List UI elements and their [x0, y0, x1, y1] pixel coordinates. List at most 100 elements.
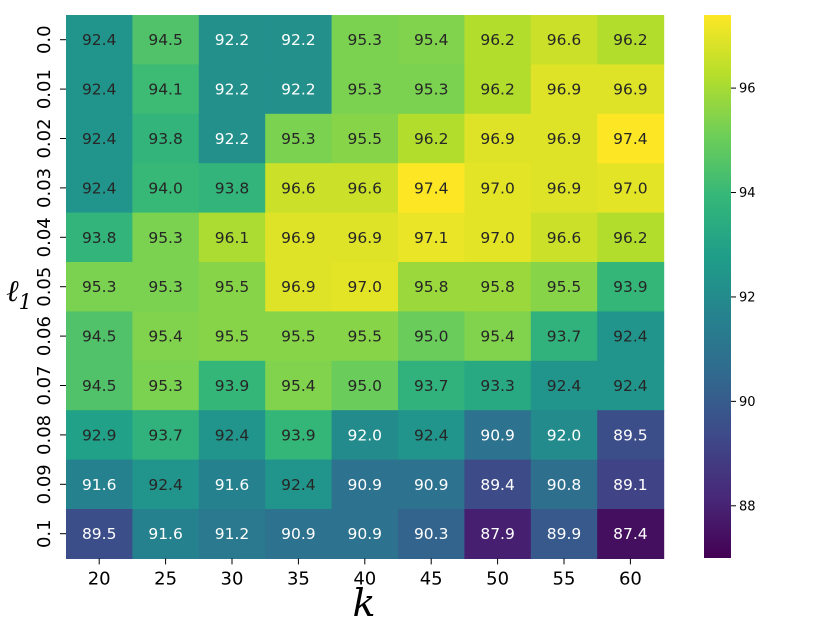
y-tick-label: 0.08: [34, 415, 55, 455]
y-axis-ticks: 0.0 0.01 0.02 0.03 0.04 0.05 0.06 0.07 0.08 0.09 0…: [34, 25, 66, 548]
cell-value-label: 91.6: [148, 525, 183, 543]
heatmap-cell: [265, 311, 333, 362]
heatmap-cell: [198, 459, 266, 510]
cell-value-label: 97.0: [480, 229, 515, 247]
cell-value-label: 92.4: [613, 377, 648, 395]
heatmap-cell: [265, 15, 333, 65]
heatmap-cell: [331, 262, 399, 312]
cell-value-label: 95.0: [348, 377, 383, 395]
y-tick-label: 0.07: [34, 365, 55, 405]
heatmap-cell: [530, 360, 598, 411]
cell-value-label: 97.0: [480, 179, 515, 197]
cell-value-label: 96.9: [613, 81, 648, 99]
heatmap-cell: [597, 360, 665, 411]
y-tick-label: 0.01: [34, 69, 55, 109]
cell-value-label: 97.1: [414, 229, 449, 247]
heatmap-cell: [331, 311, 399, 362]
x-tick-label: 55: [553, 568, 576, 589]
heatmap-cell: [464, 262, 532, 312]
cell-value-label: 92.4: [82, 179, 117, 197]
cell-value-label: 95.3: [348, 31, 383, 49]
heatmap-cell: [198, 15, 266, 65]
cell-value-label: 90.9: [281, 525, 316, 543]
cell-value-label: 96.2: [613, 229, 648, 247]
heatmap-cell: [198, 360, 266, 411]
heatmap-cell: [597, 212, 665, 263]
heatmap-cell: [597, 15, 665, 65]
heatmap-cell: [464, 360, 532, 411]
cell-value-label: 95.4: [281, 377, 316, 395]
heatmap-cell: [66, 212, 133, 263]
cell-value-label: 96.9: [547, 179, 582, 197]
cell-value-label: 90.3: [414, 525, 449, 543]
heatmap-cell: [398, 410, 465, 461]
heatmap-cell: [464, 509, 532, 559]
y-tick-label: 0.06: [34, 316, 55, 356]
y-tick-label: 0.02: [34, 118, 55, 158]
cell-value-label: 93.8: [215, 179, 250, 197]
colorbar-ticks: 88 90 92 94 96: [731, 82, 756, 514]
cell-value-label: 94.5: [148, 31, 183, 49]
cell-value-label: 89.9: [547, 525, 582, 543]
cell-value-label: 87.4: [613, 525, 648, 543]
heatmap-cell: [198, 311, 266, 362]
cell-value-label: 92.4: [82, 130, 117, 148]
cell-value-label: 95.3: [348, 81, 383, 99]
cell-value-label: 90.8: [547, 476, 582, 494]
heatmap-cell: [265, 163, 333, 214]
heatmap-cell: [198, 262, 266, 312]
cell-value-label: 95.0: [414, 328, 449, 346]
heatmap-cell: [66, 113, 133, 164]
heatmap-cell: [198, 163, 266, 214]
cell-value-label: 92.4: [281, 476, 316, 494]
heatmap-cell: [331, 410, 399, 461]
heatmap-cell: [464, 311, 532, 362]
cell-value-label: 91.2: [215, 525, 250, 543]
cell-value-label: 94.5: [82, 377, 117, 395]
colorbar: [704, 15, 731, 558]
cell-value-label: 96.2: [480, 31, 515, 49]
cell-value-label: 96.9: [281, 278, 316, 296]
y-axis-label-symbol: ℓ: [6, 274, 19, 309]
x-tick-label: 35: [287, 568, 310, 589]
heatmap-cell: [597, 64, 665, 115]
cell-value-label: 95.5: [281, 328, 316, 346]
heatmap-cell: [464, 64, 532, 115]
heatmap-cell: [132, 509, 200, 559]
cell-value-label: 92.2: [215, 31, 250, 49]
heatmap-cell: [398, 163, 465, 214]
cell-value-label: 95.4: [148, 328, 183, 346]
colorbar-tick-label: 96: [739, 82, 756, 97]
cell-value-label: 95.3: [82, 278, 117, 296]
cell-value-label: 96.9: [547, 130, 582, 148]
cell-value-label: 96.2: [613, 31, 648, 49]
heatmap-cell: [398, 459, 465, 510]
heatmap-cell: [398, 311, 465, 362]
heatmap-cell: [265, 459, 333, 510]
cell-value-label: 93.7: [547, 328, 582, 346]
heatmap-cell: [265, 509, 333, 559]
heatmap-cell: [530, 64, 598, 115]
cell-value-label: 91.6: [82, 476, 117, 494]
cell-value-label: 92.4: [547, 377, 582, 395]
heatmap-cell: [464, 163, 532, 214]
cell-value-label: 93.8: [148, 130, 183, 148]
heatmap-cell: [331, 163, 399, 214]
cell-value-label: 95.5: [348, 328, 383, 346]
cell-value-label: 92.2: [215, 81, 250, 99]
heatmap-cell: [66, 262, 133, 312]
cell-value-label: 95.5: [215, 328, 250, 346]
heatmap-cell: [597, 459, 665, 510]
heatmap-cell: [398, 212, 465, 263]
heatmap-cell: [398, 64, 465, 115]
cell-value-label: 95.3: [148, 278, 183, 296]
heatmap-cell: [530, 15, 598, 65]
cell-value-label: 93.3: [480, 377, 515, 395]
cell-value-label: 95.5: [547, 278, 582, 296]
x-tick-label: 40: [353, 568, 376, 589]
cell-value-label: 92.4: [414, 426, 449, 444]
heatmap-cell: [132, 64, 200, 115]
cell-value-label: 92.2: [215, 130, 250, 148]
heatmap-cell: [66, 64, 133, 115]
heatmap-cell: [198, 212, 266, 263]
